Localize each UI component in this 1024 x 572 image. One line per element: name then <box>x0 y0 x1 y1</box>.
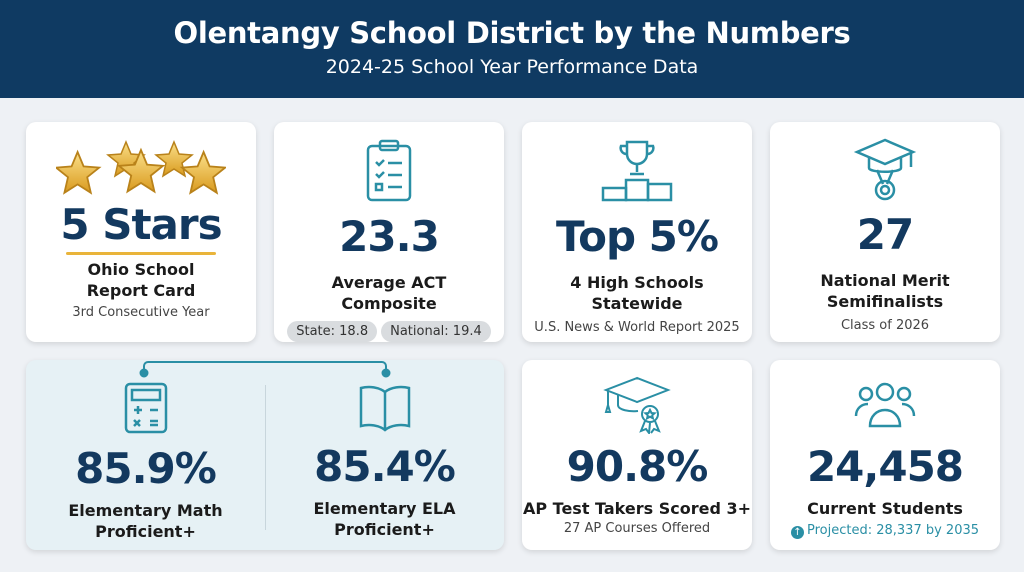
page-subtitle: 2024-25 School Year Performance Data <box>325 56 699 78</box>
stat-label: Semifinalists <box>826 292 944 311</box>
card-merit: 27 National Merit Semifinalists Class of… <box>770 122 1000 342</box>
math-stat: 85.9% Elementary Math Proficient+ <box>26 360 265 550</box>
stat-subtext: 3rd Consecutive Year <box>72 305 210 320</box>
card-top-schools: Top 5% 4 High Schools Statewide U.S. New… <box>522 122 752 342</box>
stat-value: 85.9% <box>75 444 217 493</box>
projection-text: ↑ Projected: 28,337 by 2035 <box>770 523 1000 539</box>
gold-underline <box>66 252 216 255</box>
page-title: Olentangy School District by the Numbers <box>173 16 851 50</box>
stat-label: AP Test Takers Scored 3+ <box>522 499 752 518</box>
five-stars-icon <box>56 140 226 195</box>
stat-label: 4 High Schools <box>570 273 704 292</box>
stat-label: Proficient+ <box>334 520 435 539</box>
stat-value: 5 Stars <box>60 200 222 249</box>
arrow-up-icon: ↑ <box>790 526 804 539</box>
stat-label: Average ACT <box>331 273 447 292</box>
card-students: 24,458 Current Students ↑ Projected: 28,3… <box>770 360 1000 550</box>
clipboard-checklist-icon <box>366 139 412 202</box>
stat-subtext: Class of 2026 <box>840 318 930 333</box>
stat-value: 27 <box>856 210 914 259</box>
stat-value: Top 5% <box>556 212 719 261</box>
people-group-icon <box>854 382 916 428</box>
national-pill: National: 19.4 <box>381 321 491 342</box>
trophy-podium-icon <box>601 140 673 202</box>
stat-subtext: U.S. News & World Report 2025 <box>534 320 740 335</box>
projection-value: Projected: 28,337 by 2035 <box>806 523 980 538</box>
stat-value: 24,458 <box>806 442 964 491</box>
stat-label: Report Card <box>86 281 196 300</box>
calculator-icon <box>124 382 167 434</box>
connector-line <box>139 361 391 378</box>
stat-label: Current Students <box>807 499 963 518</box>
grad-cap-ribbon-icon <box>603 376 671 434</box>
card-ap: 90.8% AP Test Takers Scored 3+ 27 AP Cou… <box>522 360 752 550</box>
stat-label: Composite <box>341 294 437 313</box>
divider <box>265 385 266 530</box>
comparison-pills: State: 18.8 National: 19.4 <box>274 320 504 342</box>
stat-subtext: 27 AP Courses Offered <box>563 521 711 536</box>
open-book-icon <box>359 385 410 432</box>
card-elementary-proficiency: 85.9% Elementary Math Proficient+ 85.4% … <box>26 360 504 550</box>
stat-value: 90.8% <box>566 442 709 491</box>
stat-label: Elementary ELA <box>313 499 456 518</box>
ela-stat: 85.4% Elementary ELA Proficient+ <box>265 360 504 550</box>
stat-label: Ohio School <box>87 260 195 279</box>
stat-value: 23.3 <box>339 212 440 261</box>
card-report-card: 5 Stars Ohio School Report Card 3rd Cons… <box>26 122 256 342</box>
stat-label: Elementary Math <box>68 501 223 520</box>
stat-label: Proficient+ <box>95 522 196 541</box>
card-act: 23.3 Average ACT Composite State: 18.8 Na… <box>274 122 504 342</box>
state-pill: State: 18.8 <box>287 321 378 342</box>
stat-label: National Merit <box>820 271 950 290</box>
graduation-medal-icon <box>853 138 917 201</box>
stat-label: Statewide <box>591 294 683 313</box>
stat-value: 85.4% <box>314 442 456 491</box>
header-banner: Olentangy School District by the Numbers… <box>0 0 1024 98</box>
